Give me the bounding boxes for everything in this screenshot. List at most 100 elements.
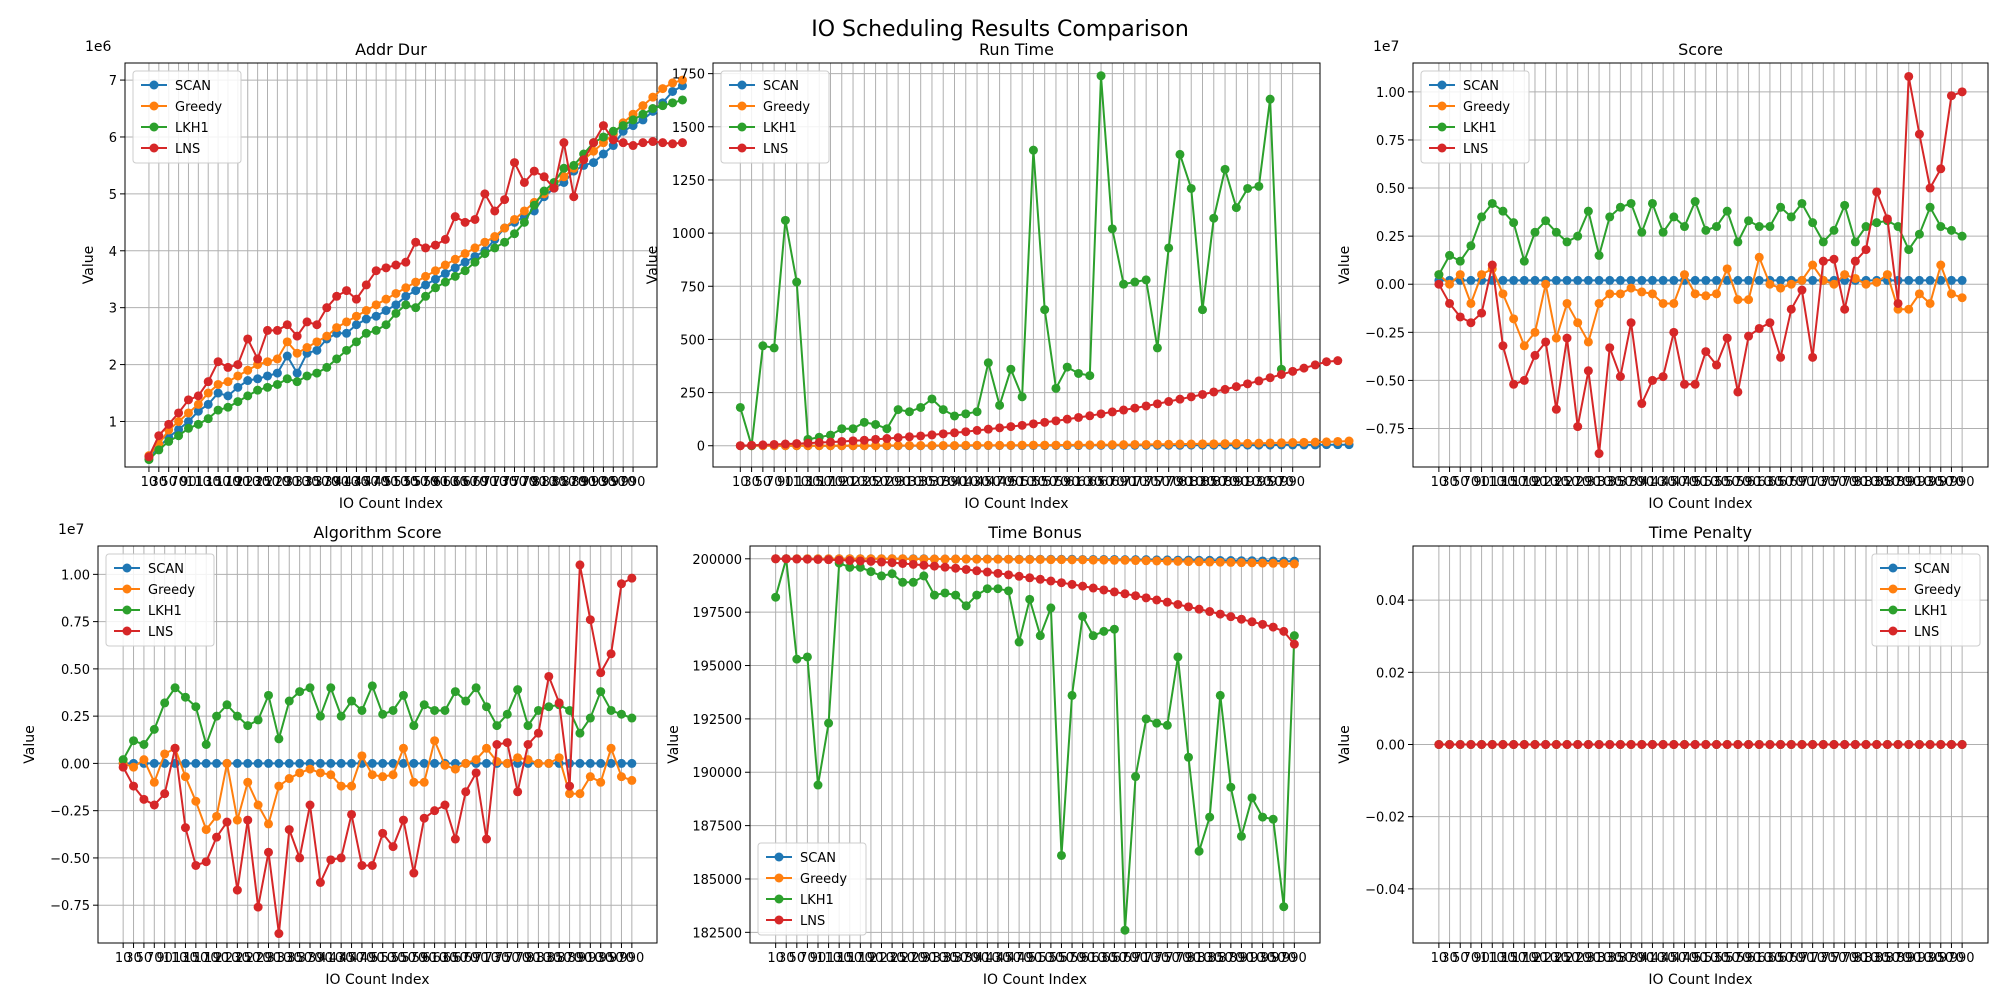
data-point bbox=[1712, 275, 1722, 285]
data-point bbox=[1074, 440, 1084, 450]
y-multiplier-label: 1e7 bbox=[1373, 39, 1399, 55]
data-point bbox=[1776, 283, 1786, 293]
x-tick-label: 710 bbox=[1134, 951, 1159, 966]
x-tick-label: 650 bbox=[1089, 475, 1114, 490]
x-tick-label: 330 bbox=[1597, 475, 1622, 490]
data-point bbox=[263, 325, 272, 335]
data-point bbox=[1035, 574, 1045, 584]
y-tick-label: 750 bbox=[680, 280, 705, 295]
data-point bbox=[295, 853, 305, 863]
axes-frame bbox=[97, 545, 658, 944]
data-point bbox=[139, 794, 149, 804]
x-tick-label: 410 bbox=[1640, 475, 1665, 490]
x-tick-label: 70 bbox=[799, 951, 816, 966]
data-point bbox=[381, 294, 391, 304]
data-point bbox=[758, 440, 768, 450]
data-point bbox=[771, 554, 781, 564]
data-point bbox=[1254, 438, 1264, 448]
data-point bbox=[628, 141, 638, 151]
data-point bbox=[315, 758, 325, 768]
data-point bbox=[1594, 449, 1604, 459]
data-point bbox=[658, 138, 668, 148]
x-tick-label: 470 bbox=[987, 475, 1012, 490]
data-point bbox=[471, 755, 481, 765]
x-tick-label: 930 bbox=[1250, 951, 1275, 966]
data-point bbox=[1754, 323, 1764, 333]
data-point bbox=[1194, 604, 1204, 614]
x-tick-label: 550 bbox=[1715, 475, 1740, 490]
subplot-1: Addr Dur12345671030507090110130150170190… bbox=[81, 39, 687, 512]
x-tick-label: 830 bbox=[542, 475, 567, 490]
data-point bbox=[1466, 318, 1476, 328]
data-point bbox=[1744, 275, 1754, 285]
data-point bbox=[1289, 639, 1299, 649]
data-point bbox=[877, 557, 887, 567]
x-tick-label: 630 bbox=[433, 951, 458, 966]
data-point bbox=[1904, 304, 1914, 314]
data-point bbox=[606, 705, 616, 715]
data-point bbox=[565, 781, 575, 791]
data-point bbox=[419, 813, 429, 823]
data-point bbox=[470, 214, 480, 224]
x-tick-label: 130 bbox=[827, 951, 852, 966]
data-point bbox=[1605, 343, 1615, 353]
data-point bbox=[1808, 260, 1818, 270]
data-point bbox=[648, 104, 658, 114]
data-point bbox=[409, 758, 419, 768]
data-point bbox=[1562, 298, 1572, 308]
data-point bbox=[336, 711, 346, 721]
data-point bbox=[1615, 275, 1625, 285]
x-tick-label: 90 bbox=[180, 475, 197, 490]
data-point bbox=[1872, 218, 1882, 228]
data-point bbox=[139, 740, 149, 749]
data-point bbox=[1946, 91, 1956, 101]
y-axis-label: Value bbox=[1337, 246, 1353, 284]
data-point bbox=[253, 354, 263, 364]
data-point bbox=[1509, 740, 1519, 749]
data-point bbox=[1776, 202, 1786, 212]
data-point bbox=[1078, 581, 1088, 591]
data-point bbox=[1215, 690, 1225, 700]
data-point bbox=[780, 439, 790, 449]
data-point bbox=[411, 303, 421, 313]
data-point bbox=[1477, 740, 1487, 749]
x-tick-label: 870 bbox=[1886, 475, 1911, 490]
data-point bbox=[904, 407, 914, 417]
x-tick-label: 510 bbox=[1693, 475, 1718, 490]
data-point bbox=[203, 388, 213, 398]
data-point bbox=[243, 815, 253, 825]
data-point bbox=[1198, 305, 1208, 315]
x-tick-label: 650 bbox=[1768, 475, 1793, 490]
data-point bbox=[1519, 341, 1529, 351]
data-point bbox=[1006, 364, 1016, 374]
y-tick-label: 0.25 bbox=[61, 710, 90, 725]
data-point bbox=[419, 758, 429, 768]
legend-marker bbox=[149, 101, 159, 111]
data-point bbox=[1615, 372, 1625, 382]
data-point bbox=[1215, 609, 1225, 619]
data-point bbox=[401, 300, 411, 310]
data-point bbox=[1194, 557, 1204, 567]
data-point bbox=[490, 232, 500, 242]
data-point bbox=[1288, 438, 1298, 448]
x-tick-label: 450 bbox=[1661, 475, 1686, 490]
data-point bbox=[1658, 372, 1668, 382]
data-point bbox=[367, 860, 377, 870]
data-point bbox=[388, 770, 398, 780]
data-point bbox=[1006, 440, 1016, 450]
data-point bbox=[1914, 289, 1924, 299]
data-point bbox=[608, 126, 618, 136]
data-point bbox=[1914, 740, 1924, 749]
data-point bbox=[430, 736, 440, 746]
data-point bbox=[769, 439, 779, 449]
x-tick-label: 790 bbox=[1843, 951, 1868, 966]
y-tick-label: 1.00 bbox=[1376, 86, 1405, 101]
data-point bbox=[1141, 401, 1151, 411]
y-tick-label: 197500 bbox=[692, 606, 742, 621]
data-point bbox=[1936, 164, 1946, 174]
series-lns bbox=[735, 356, 1343, 451]
data-point bbox=[1046, 603, 1056, 613]
x-tick-label: 590 bbox=[1070, 951, 1095, 966]
data-point bbox=[1333, 356, 1343, 366]
legend-label: Greedy bbox=[763, 100, 810, 115]
